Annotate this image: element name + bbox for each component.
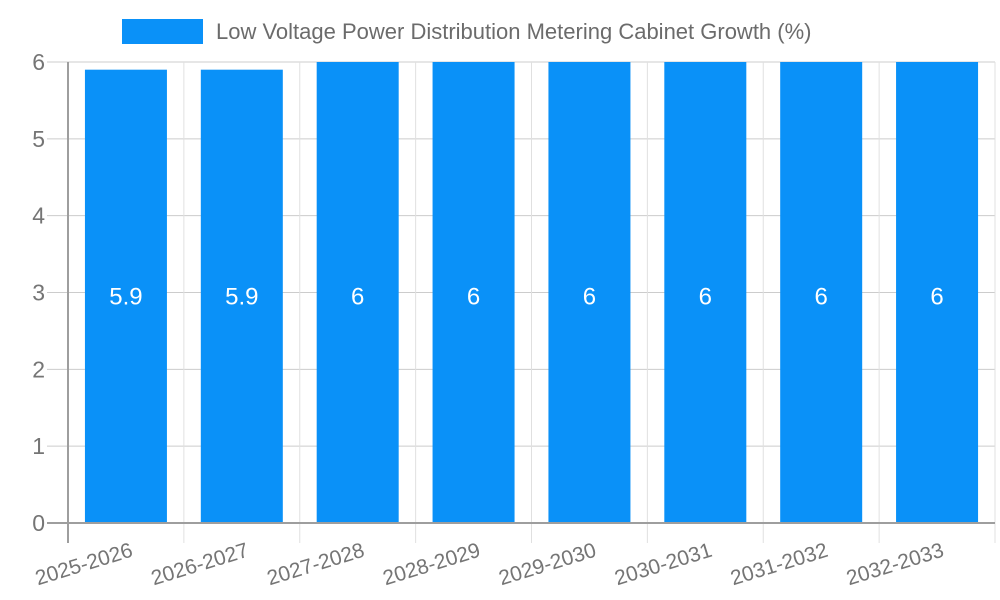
chart-legend: Low Voltage Power Distribution Metering …	[122, 19, 812, 44]
bar-value-label: 6	[699, 284, 712, 311]
x-tick-label: 2025-2026	[33, 539, 136, 590]
legend-swatch	[122, 19, 203, 44]
bar-value-label: 6	[351, 284, 364, 311]
y-tick-label: 6	[32, 49, 45, 75]
x-tick-label: 2027-2028	[264, 539, 367, 590]
bar-value-label: 5.9	[109, 284, 142, 311]
bar-value-label: 6	[583, 284, 596, 311]
bar[interactable]	[316, 62, 399, 523]
bar-value-label: 6	[815, 284, 828, 311]
bar[interactable]	[664, 62, 747, 523]
y-tick-label: 1	[32, 433, 45, 459]
x-tick-label: 2029-2030	[496, 539, 599, 590]
bar-value-label: 5.9	[225, 284, 258, 311]
y-tick-label: 4	[32, 203, 45, 229]
x-tick-label: 2030-2031	[612, 539, 715, 590]
bar[interactable]	[548, 62, 631, 523]
bar-value-label: 6	[467, 284, 480, 311]
y-tick-label: 2	[32, 356, 45, 382]
bar[interactable]	[200, 69, 283, 523]
bar-value-label: 6	[930, 284, 943, 311]
x-tick-label: 2028-2029	[380, 539, 483, 590]
y-tick-label: 3	[32, 280, 45, 306]
bar[interactable]	[896, 62, 979, 523]
bar[interactable]	[84, 69, 167, 523]
y-tick-label: 5	[32, 126, 45, 152]
x-tick-label: 2032-2033	[844, 539, 947, 590]
legend-label: Low Voltage Power Distribution Metering …	[216, 19, 812, 44]
y-tick-label: 0	[32, 510, 45, 536]
bar[interactable]	[432, 62, 515, 523]
bar[interactable]	[780, 62, 863, 523]
x-tick-label: 2026-2027	[149, 539, 252, 590]
x-tick-label: 2031-2032	[728, 539, 831, 590]
